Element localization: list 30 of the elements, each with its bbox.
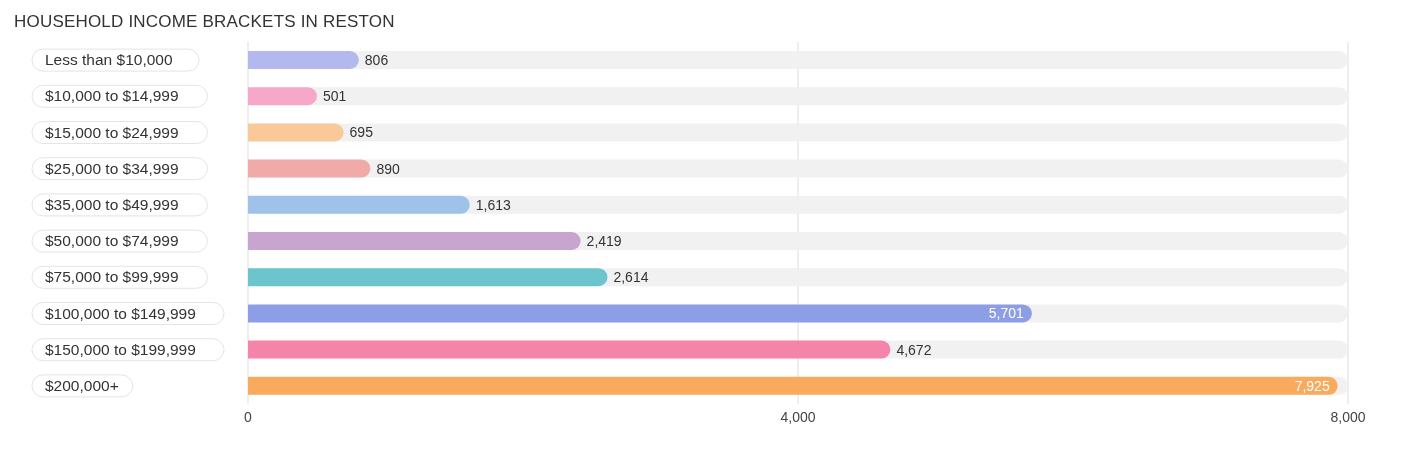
bar xyxy=(248,195,470,214)
y-tick-label: $15,000 to $24,999 xyxy=(45,123,179,141)
data-label: 5,701 xyxy=(988,305,1025,322)
x-tick-label: 4,000 xyxy=(780,408,816,425)
chart-title: HOUSEHOLD INCOME BRACKETS IN RESTON xyxy=(13,11,396,33)
y-tick-label: $150,000 to $199,999 xyxy=(45,340,196,358)
data-label: 4,672 xyxy=(896,341,932,358)
y-tick-label: $75,000 to $99,999 xyxy=(45,268,179,286)
y-tick-label: $200,000+ xyxy=(45,376,119,394)
y-tick-label: $50,000 to $74,999 xyxy=(45,232,179,250)
x-tick-label: 8,000 xyxy=(1330,408,1366,425)
y-tick-label: $100,000 to $149,999 xyxy=(45,304,196,322)
y-tick-label: $10,000 to $14,999 xyxy=(45,87,179,105)
bar xyxy=(248,51,359,69)
bar xyxy=(248,376,1338,395)
data-label: 1,613 xyxy=(475,196,512,213)
data-label: 7,925 xyxy=(1294,377,1330,394)
data-label: 2,419 xyxy=(586,233,622,249)
bar xyxy=(248,123,344,142)
y-tick-label: Less than $10,000 xyxy=(45,51,173,69)
bar xyxy=(248,87,317,106)
y-tick-label: $25,000 to $34,999 xyxy=(45,159,179,177)
data-label: 501 xyxy=(322,88,347,105)
data-label: 806 xyxy=(364,52,389,68)
data-label: 2,614 xyxy=(613,269,649,286)
x-tick-label: 0 xyxy=(244,408,253,425)
y-tick-label: $35,000 to $49,999 xyxy=(45,195,179,213)
data-label: 890 xyxy=(376,160,400,177)
bar xyxy=(248,159,371,178)
data-label: 695 xyxy=(349,124,374,141)
